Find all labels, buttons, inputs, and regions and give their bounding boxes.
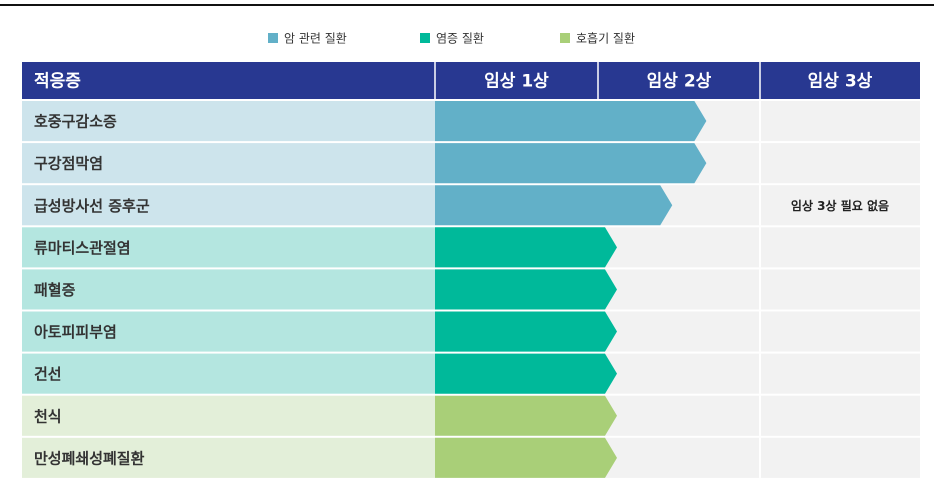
legend-swatch — [268, 33, 278, 43]
progress-arrow — [435, 101, 707, 142]
legend-label: 염증 질환 — [436, 32, 484, 46]
row-label-bg — [22, 143, 435, 184]
row-label: 천식 — [34, 407, 62, 425]
legend-label: 호흡기 질환 — [576, 32, 635, 46]
header-cell: 임상 3상 — [808, 71, 873, 92]
header-cell: 적응증 — [34, 72, 81, 92]
row-label: 만성폐쇄성폐질환 — [34, 449, 145, 467]
progress-arrow — [435, 227, 617, 268]
row-label-bg — [22, 437, 435, 478]
progress-arrow — [435, 437, 617, 478]
progress-arrow — [435, 311, 617, 352]
row-label: 급성방사선 증후군 — [34, 197, 150, 215]
row-label: 구강점막염 — [34, 155, 103, 173]
row-label: 패혈증 — [34, 281, 76, 299]
row-label-bg — [22, 395, 435, 436]
row-label-bg — [22, 353, 435, 394]
legend-swatch — [560, 33, 570, 43]
row-label-bg — [22, 227, 435, 268]
row-label: 아토피피부염 — [34, 323, 117, 341]
row-label: 호중구감소증 — [34, 113, 117, 131]
progress-arrow — [435, 353, 617, 394]
legend-swatch — [420, 33, 430, 43]
progress-arrow — [435, 269, 617, 310]
row-label: 건선 — [34, 365, 62, 383]
progress-arrow — [435, 395, 617, 436]
header-cell: 임상 1상 — [484, 71, 549, 92]
header-bg — [22, 62, 920, 99]
progress-arrow — [435, 185, 673, 226]
row-label-bg — [22, 185, 435, 226]
row-label-bg — [22, 101, 435, 142]
progress-arrow — [435, 143, 707, 184]
header-cell: 임상 2상 — [647, 71, 712, 92]
row-note: 임상 3상 필요 없음 — [791, 198, 889, 213]
row-label-bg — [22, 269, 435, 310]
row-label-bg — [22, 311, 435, 352]
legend-label: 암 관련 질환 — [284, 32, 347, 46]
row-label: 류마티스관절염 — [34, 239, 131, 257]
